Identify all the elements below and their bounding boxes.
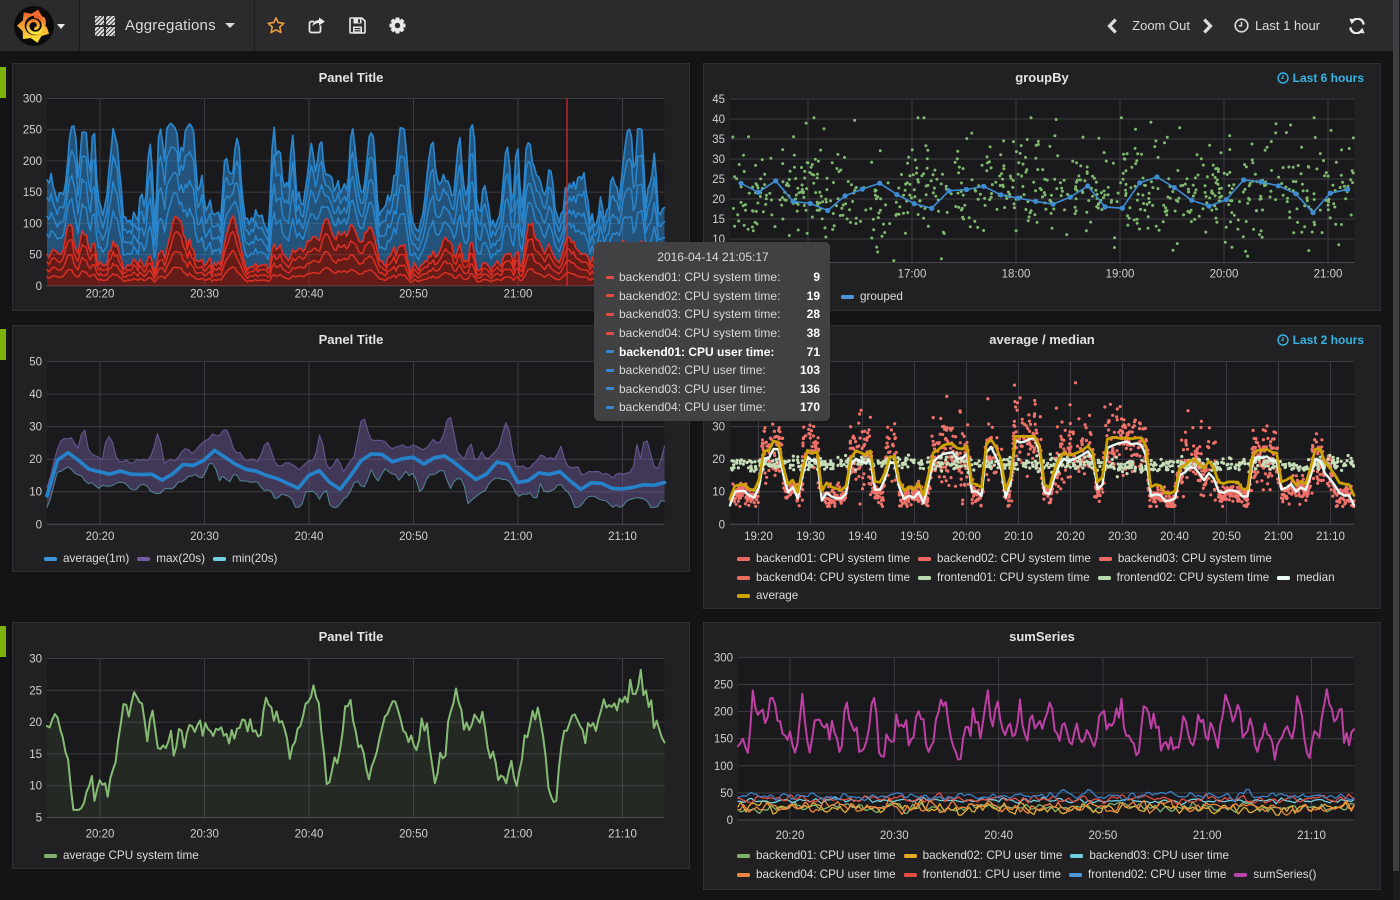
svg-text:20:50: 20:50: [399, 531, 428, 543]
svg-text:20:00: 20:00: [1210, 269, 1239, 281]
svg-text:19:20: 19:20: [744, 531, 773, 543]
svg-text:10: 10: [712, 487, 725, 499]
svg-text:30: 30: [29, 654, 42, 666]
svg-text:300: 300: [714, 652, 733, 664]
svg-text:200: 200: [714, 707, 733, 719]
svg-text:20:30: 20:30: [190, 829, 219, 841]
svg-text:100: 100: [23, 218, 42, 230]
svg-text:50: 50: [720, 788, 733, 800]
svg-text:5: 5: [36, 813, 42, 825]
svg-text:40: 40: [712, 114, 725, 126]
svg-text:250: 250: [23, 125, 42, 137]
svg-text:20:40: 20:40: [1160, 531, 1189, 543]
svg-text:21:00: 21:00: [504, 289, 533, 301]
svg-text:17:00: 17:00: [898, 269, 927, 281]
svg-text:21:00: 21:00: [504, 829, 533, 841]
svg-text:20:50: 20:50: [399, 829, 428, 841]
svg-text:20: 20: [29, 717, 42, 729]
svg-text:15: 15: [29, 749, 42, 761]
svg-text:20:10: 20:10: [1004, 531, 1033, 543]
svg-text:150: 150: [23, 187, 42, 199]
svg-text:300: 300: [23, 94, 42, 106]
svg-text:30: 30: [29, 422, 42, 434]
svg-text:21:10: 21:10: [1316, 531, 1345, 543]
svg-text:20:20: 20:20: [86, 829, 115, 841]
svg-text:18:00: 18:00: [1002, 269, 1031, 281]
svg-text:45: 45: [712, 94, 725, 106]
svg-text:30: 30: [712, 154, 725, 166]
svg-text:30: 30: [712, 422, 725, 434]
svg-text:20:50: 20:50: [1212, 531, 1241, 543]
svg-text:19:30: 19:30: [796, 531, 825, 543]
svg-text:20:30: 20:30: [190, 289, 219, 301]
svg-text:20: 20: [712, 194, 725, 206]
svg-text:25: 25: [712, 174, 725, 186]
svg-text:50: 50: [29, 357, 42, 369]
svg-text:25: 25: [29, 685, 42, 697]
svg-text:15: 15: [712, 214, 725, 226]
svg-text:10: 10: [29, 487, 42, 499]
svg-text:20:20: 20:20: [1056, 531, 1085, 543]
svg-text:21:10: 21:10: [608, 829, 637, 841]
svg-text:20:00: 20:00: [952, 531, 981, 543]
svg-text:0: 0: [36, 519, 42, 531]
svg-text:20:40: 20:40: [295, 289, 324, 301]
svg-text:0: 0: [36, 281, 42, 293]
svg-text:20:30: 20:30: [1108, 531, 1137, 543]
svg-text:0: 0: [727, 815, 733, 827]
svg-text:21:00: 21:00: [1264, 531, 1293, 543]
svg-text:50: 50: [29, 250, 42, 262]
svg-text:20:50: 20:50: [1089, 830, 1118, 842]
svg-text:100: 100: [714, 761, 733, 773]
svg-text:40: 40: [29, 389, 42, 401]
svg-text:200: 200: [23, 156, 42, 168]
svg-text:20:30: 20:30: [190, 531, 219, 543]
svg-text:21:00: 21:00: [1193, 830, 1222, 842]
svg-text:20:40: 20:40: [295, 531, 324, 543]
svg-text:21:10: 21:10: [608, 531, 637, 543]
svg-text:20:20: 20:20: [86, 531, 115, 543]
svg-text:250: 250: [714, 680, 733, 692]
svg-text:20:40: 20:40: [295, 829, 324, 841]
svg-text:0: 0: [719, 519, 725, 531]
svg-text:20:40: 20:40: [984, 830, 1013, 842]
svg-text:19:40: 19:40: [848, 531, 877, 543]
svg-text:21:00: 21:00: [1314, 269, 1343, 281]
svg-text:20:30: 20:30: [880, 830, 909, 842]
svg-text:21:10: 21:10: [1297, 830, 1326, 842]
svg-text:19:50: 19:50: [900, 531, 929, 543]
svg-text:21:00: 21:00: [504, 531, 533, 543]
svg-text:35: 35: [712, 134, 725, 146]
svg-text:20:20: 20:20: [86, 289, 115, 301]
svg-text:20:50: 20:50: [399, 289, 428, 301]
svg-text:150: 150: [714, 734, 733, 746]
svg-text:20:20: 20:20: [776, 830, 805, 842]
svg-text:20: 20: [712, 454, 725, 466]
svg-text:19:00: 19:00: [1106, 269, 1135, 281]
svg-text:20: 20: [29, 454, 42, 466]
svg-text:10: 10: [29, 781, 42, 793]
